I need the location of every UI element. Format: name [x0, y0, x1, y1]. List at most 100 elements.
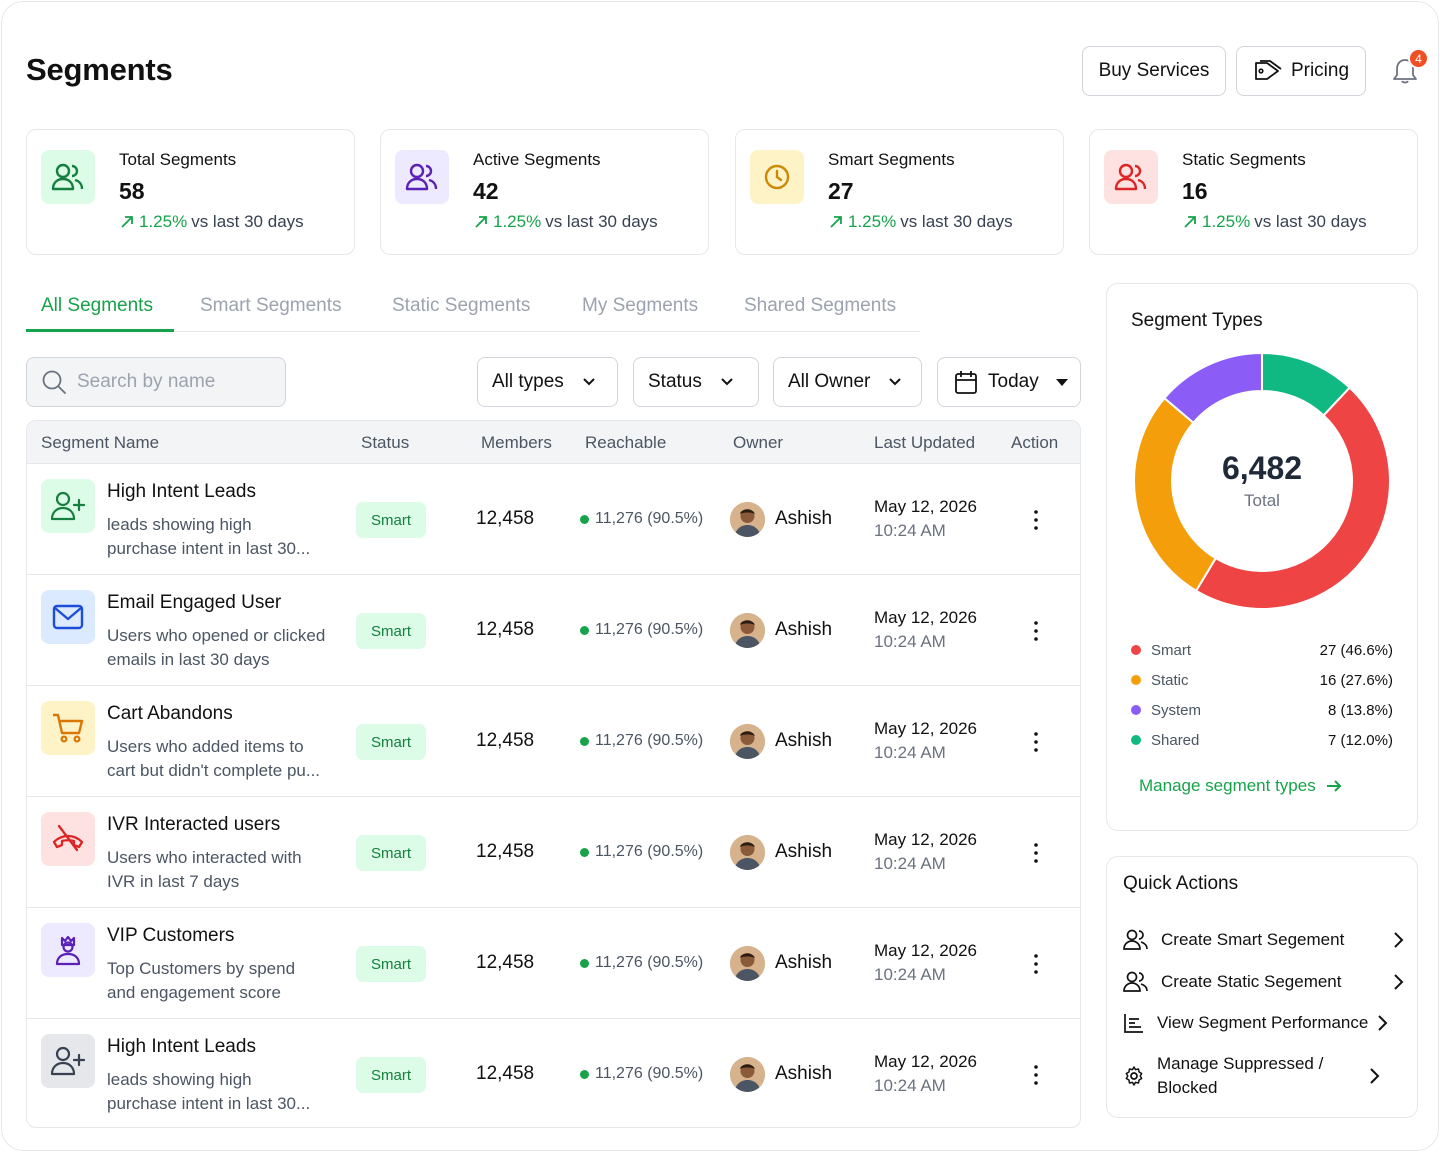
table-row[interactable]: IVR Interacted users Users who interacte…: [27, 797, 1080, 908]
tab-static-segments[interactable]: Static Segments: [392, 295, 531, 316]
arrow-up-right-icon: [121, 216, 133, 228]
avatar: [730, 502, 765, 537]
members-count: 12,458: [476, 841, 535, 862]
more-vertical-icon[interactable]: [1029, 1061, 1043, 1089]
more-vertical-icon[interactable]: [1029, 950, 1043, 978]
column-header[interactable]: Reachable: [585, 433, 667, 452]
legend-dot: [1131, 705, 1141, 715]
table-row[interactable]: Cart Abandons Users who added items to c…: [27, 686, 1080, 797]
pricing-button[interactable]: Pricing: [1236, 46, 1366, 96]
owner-dropdown[interactable]: All Owner: [773, 357, 922, 407]
table-row[interactable]: Email Engaged User Users who opened or c…: [27, 575, 1080, 686]
create-smart-segment-action[interactable]: Create Smart Segement: [1123, 927, 1405, 953]
stat-label: Total Segments: [119, 150, 237, 169]
description-line: Users who opened or clicked: [107, 626, 326, 645]
column-header: Action: [1011, 433, 1059, 452]
members-count: 12,458: [476, 730, 535, 751]
column-header[interactable]: Segment Name: [41, 433, 160, 452]
avatar: [730, 724, 765, 759]
segment-description: Users who interacted with IVR in last 7 …: [107, 846, 337, 894]
status-badge: Smart: [356, 613, 426, 649]
more-vertical-icon[interactable]: [1029, 728, 1043, 756]
search-box: [26, 357, 286, 407]
stat-card-active: Active Segments 42 1.25% vs last 30 days: [380, 129, 709, 255]
column-header[interactable]: Owner: [733, 433, 784, 452]
stat-card-static: Static Segments 16 1.25% vs last 30 days: [1089, 129, 1418, 255]
more-vertical-icon[interactable]: [1029, 839, 1043, 867]
segment-name[interactable]: Cart Abandons: [107, 703, 233, 724]
members-count: 12,458: [476, 508, 535, 529]
column-header[interactable]: Status: [361, 433, 410, 452]
segment-name[interactable]: VIP Customers: [107, 925, 235, 946]
stat-value: 58: [119, 178, 145, 204]
trend-percent: 1.25%: [848, 212, 897, 231]
status-badge: Smart: [356, 946, 426, 982]
search-input[interactable]: [77, 371, 267, 393]
user-plus-icon: [41, 1034, 95, 1088]
column-header[interactable]: Members: [481, 433, 552, 452]
tab-all-segments[interactable]: All Segments: [41, 295, 153, 316]
owner-name: Ashish: [775, 952, 833, 973]
date-dropdown-label: Today: [988, 371, 1039, 392]
manage-link-label: Manage segment types: [1139, 776, 1316, 795]
reachable: 11,276 (90.5%): [580, 510, 703, 528]
last-updated-date: May 12, 2026: [874, 497, 978, 516]
table-row[interactable]: High Intent Leads leads showing high pur…: [27, 1019, 1080, 1127]
legend-name: Smart: [1151, 642, 1192, 659]
status-dropdown-label: Status: [648, 371, 702, 392]
avatar: [730, 613, 765, 648]
segment-name[interactable]: High Intent Leads: [107, 1036, 256, 1057]
status-dropdown[interactable]: Status: [633, 357, 759, 407]
more-vertical-icon[interactable]: [1029, 506, 1043, 534]
arrow-up-right-icon: [475, 216, 487, 228]
chevron-right-icon: [1394, 974, 1404, 990]
tag-icon: [1255, 60, 1282, 80]
column-header[interactable]: Last Updated: [874, 433, 976, 452]
legend-item-system: System 8 (13.8%): [1131, 700, 1393, 722]
legend-value: 8 (13.8%): [1327, 702, 1393, 719]
reachable: 11,276 (90.5%): [580, 732, 703, 750]
tab-shared-segments[interactable]: Shared Segments: [744, 295, 897, 316]
stat-label: Smart Segments: [828, 150, 955, 169]
stat-label: Active Segments: [473, 150, 601, 169]
types-dropdown[interactable]: All types: [477, 357, 618, 407]
pricing-label: Pricing: [1290, 60, 1350, 81]
table-row[interactable]: High Intent Leads leads showing high pur…: [27, 464, 1080, 575]
legend-item-shared: Shared 7 (12.0%): [1131, 730, 1393, 752]
table-header: Segment Name Status Members Reachable Ow…: [27, 421, 1080, 464]
last-updated-time: 10:24 AM: [874, 521, 946, 540]
manage-segment-types-link[interactable]: Manage segment types: [1139, 776, 1342, 796]
last-updated-date: May 12, 2026: [874, 608, 978, 627]
status-dot: [580, 625, 589, 635]
tab-smart-segments[interactable]: Smart Segments: [200, 295, 342, 316]
last-updated-time: 10:24 AM: [874, 854, 946, 873]
view-segment-performance-action[interactable]: View Segment Performance: [1123, 1010, 1389, 1036]
description-line: IVR in last 7 days: [107, 872, 240, 891]
gear-icon: [1125, 1066, 1143, 1086]
stat-trend: 1.25% vs last 30 days: [1182, 212, 1367, 232]
types-dropdown-label: All types: [492, 371, 564, 392]
table-row[interactable]: VIP Customers Top Customers by spend and…: [27, 908, 1080, 1019]
create-static-segment-action[interactable]: Create Static Segement: [1123, 969, 1405, 995]
stat-trend: 1.25% vs last 30 days: [473, 212, 658, 232]
buy-services-button[interactable]: Buy Services: [1082, 46, 1226, 96]
action-label: View Segment Performance: [1157, 1013, 1369, 1032]
manage-suppressed-blocked-action[interactable]: Manage Suppressed / Blocked: [1123, 1051, 1381, 1101]
quick-actions-card: Quick Actions Create Smart Segement Crea…: [1106, 856, 1418, 1118]
segment-name[interactable]: Email Engaged User: [107, 592, 282, 613]
segment-name[interactable]: High Intent Leads: [107, 481, 256, 502]
chevron-down-icon: [889, 378, 902, 386]
status-badge: Smart: [356, 724, 426, 760]
chevron-right-icon: [1394, 932, 1404, 948]
tab-my-segments[interactable]: My Segments: [582, 295, 699, 316]
status-dot: [580, 1069, 589, 1079]
owner-name: Ashish: [775, 619, 833, 640]
trend-percent: 1.25%: [139, 212, 188, 231]
more-vertical-icon[interactable]: [1029, 617, 1043, 645]
segment-name[interactable]: IVR Interacted users: [107, 814, 281, 835]
date-dropdown[interactable]: Today: [937, 357, 1081, 407]
description-line: leads showing high: [107, 1070, 252, 1089]
description-line: and engagement score: [107, 983, 281, 1002]
status-dot: [580, 958, 589, 968]
reachable-value: 11,276 (90.5%): [595, 510, 704, 527]
